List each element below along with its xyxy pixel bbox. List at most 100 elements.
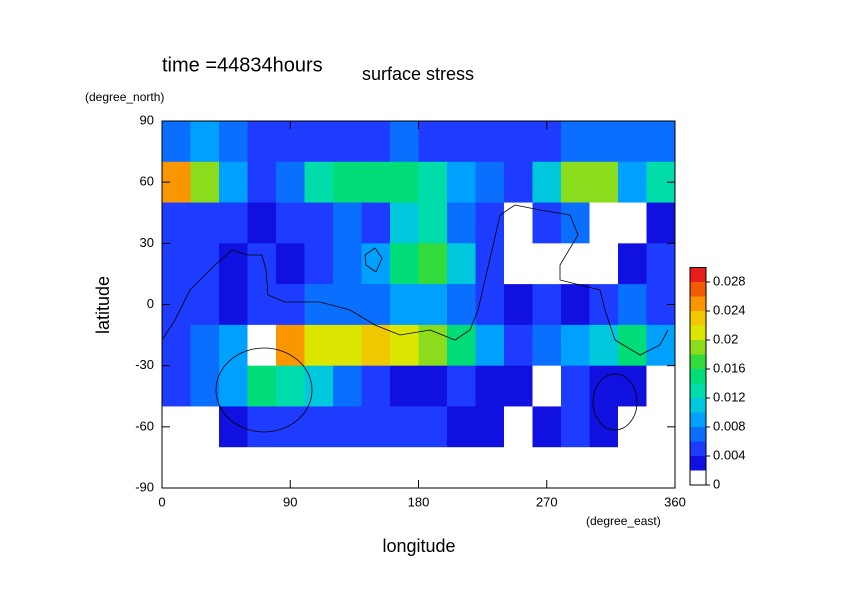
- contour-cell: [333, 406, 362, 448]
- contour-cell: [304, 324, 334, 367]
- coastline: [215, 347, 313, 433]
- colorbar-swatch: [690, 354, 706, 369]
- contour-cell: [304, 121, 334, 163]
- contour-cell: [276, 202, 305, 244]
- colorbar-swatch: [690, 311, 706, 326]
- contour-cell: [162, 447, 191, 489]
- contour-cell: [219, 243, 248, 285]
- colorbar-swatch: [690, 412, 706, 427]
- subtitle: time =44834hours: [162, 54, 323, 76]
- colorbar-swatch: [690, 369, 706, 384]
- y-tick-label: 30: [140, 235, 154, 250]
- contour-cell: [504, 284, 533, 326]
- contour-cell: [361, 406, 391, 448]
- colorbar-swatch: [690, 383, 706, 398]
- x-tick-label: 270: [536, 494, 558, 509]
- contour-cell: [646, 447, 676, 489]
- contour-cell: [475, 161, 505, 204]
- contour-cell: [475, 365, 505, 407]
- contour-cell: [561, 447, 590, 489]
- colorbar-swatch: [690, 296, 706, 311]
- coastline: [592, 373, 638, 431]
- contour-cell: [361, 121, 391, 163]
- contour-cell: [361, 365, 391, 407]
- contour-cell: [247, 202, 277, 244]
- colorbar-swatch: [690, 427, 706, 442]
- contour-cell: [304, 161, 334, 204]
- x-tick-label: 0: [158, 494, 165, 509]
- contour-cell: [219, 365, 248, 407]
- contour-cell: [333, 324, 362, 367]
- contour-cell: [162, 202, 191, 244]
- contour-cell: [247, 161, 277, 204]
- contour-cell: [561, 243, 590, 285]
- contour-cell: [561, 365, 590, 407]
- contour-cell: [447, 365, 476, 407]
- contour-cell: [190, 406, 220, 448]
- contour-cell: [190, 243, 220, 285]
- contour-cell: [418, 365, 448, 407]
- contour-cell: [589, 121, 619, 163]
- contour-cell: [646, 243, 676, 285]
- contour-cell: [276, 243, 305, 285]
- contour-cell: [247, 243, 277, 285]
- colorbar-tick-label: 0.016: [713, 360, 746, 375]
- contour-cell: [390, 243, 419, 285]
- contour-cell: [333, 161, 362, 204]
- contour-cell: [447, 447, 476, 489]
- contour-cell: [504, 447, 533, 489]
- contour-cell: [618, 406, 647, 448]
- y-tick-label: 90: [140, 112, 154, 127]
- chart-title: surface stress: [362, 64, 474, 84]
- contour-cell: [219, 447, 248, 489]
- contour-cell: [589, 161, 619, 204]
- contour-cell: [475, 284, 505, 326]
- contour-cell: [447, 161, 476, 204]
- contour-cell: [247, 447, 277, 489]
- contour-cell: [333, 243, 362, 285]
- contour-cell: [418, 284, 448, 326]
- contour-cell: [418, 243, 448, 285]
- contour-cell: [390, 284, 419, 326]
- contour-cell: [418, 447, 448, 489]
- contour-cell: [304, 447, 334, 489]
- contour-cell: [418, 161, 448, 204]
- contour-cell: [532, 161, 562, 204]
- contour-cell: [447, 202, 476, 244]
- colorbar-tick-label: 0.02: [713, 331, 738, 346]
- y-tick-label: -90: [135, 479, 154, 494]
- colorbar-swatch: [690, 325, 706, 340]
- contour-cell: [190, 365, 220, 407]
- contour-cell: [561, 406, 590, 448]
- colorbar-swatch: [690, 441, 706, 456]
- contour-cell: [532, 324, 562, 367]
- contour-cell: [618, 365, 647, 407]
- contour-cell: [390, 365, 419, 407]
- contour-cell: [219, 121, 248, 163]
- contour-cell: [532, 243, 562, 285]
- contour-cell: [532, 406, 562, 448]
- colorbar: 0 0.004 0.008 0.012 0.016 0.02 0.024 0.028: [689, 267, 746, 491]
- contour-cell: [561, 121, 590, 163]
- contour-cell: [561, 161, 590, 204]
- contour-cell: [390, 324, 419, 367]
- contour-cell: [504, 121, 533, 163]
- contour-cell: [219, 324, 248, 367]
- colorbar-frame: [689, 267, 707, 486]
- contour-cell: [504, 406, 533, 448]
- contour-cell: [475, 324, 505, 367]
- contour-cell: [646, 365, 676, 407]
- contour-cell: [219, 284, 248, 326]
- contour-cell: [475, 406, 505, 448]
- contour-cell: [190, 447, 220, 489]
- contour-cell: [447, 324, 476, 367]
- contour-cell: [418, 202, 448, 244]
- contour-cell: [190, 284, 220, 326]
- contour-cell: [618, 121, 647, 163]
- contour-cell: [646, 202, 676, 244]
- contour-cell: [532, 365, 562, 407]
- contour-cell: [361, 324, 391, 367]
- contour-cell: [618, 202, 647, 244]
- contour-cell: [589, 202, 619, 244]
- contour-cell: [646, 324, 676, 367]
